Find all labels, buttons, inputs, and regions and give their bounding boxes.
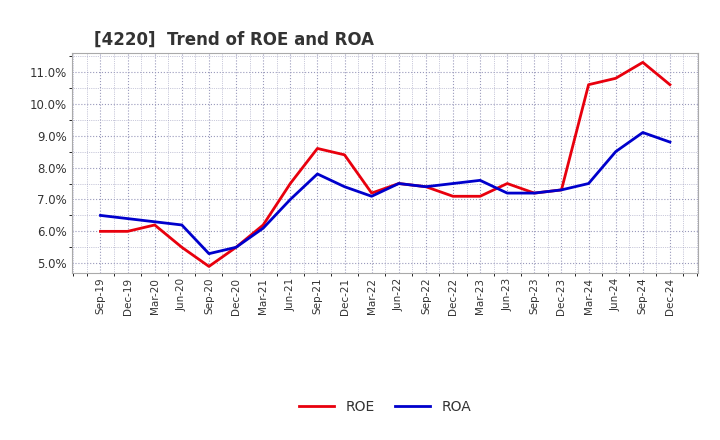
ROA (611, 149, 620, 154)
ROA (476, 178, 485, 183)
ROA (584, 181, 593, 186)
ROE (341, 152, 349, 158)
ROE (530, 191, 539, 196)
ROE (557, 187, 566, 193)
ROA (232, 245, 240, 250)
ROE (503, 181, 511, 186)
ROE (150, 222, 159, 227)
ROE (476, 194, 485, 199)
Line: ROE: ROE (101, 62, 670, 267)
ROA (503, 191, 511, 196)
ROE (178, 245, 186, 250)
ROE (584, 82, 593, 87)
ROA (178, 222, 186, 227)
Line: ROA: ROA (101, 132, 670, 254)
ROA (313, 171, 322, 176)
ROA (367, 194, 376, 199)
ROE (421, 184, 430, 189)
ROE (259, 222, 268, 227)
Legend: ROE, ROA: ROE, ROA (294, 394, 477, 419)
ROE (395, 181, 403, 186)
ROA (449, 181, 457, 186)
ROE (611, 76, 620, 81)
ROE (665, 82, 674, 87)
ROA (341, 184, 349, 189)
ROE (204, 264, 213, 269)
ROA (665, 139, 674, 145)
ROA (530, 191, 539, 196)
ROA (96, 213, 105, 218)
ROA (286, 197, 294, 202)
ROE (232, 245, 240, 250)
ROE (96, 229, 105, 234)
ROA (123, 216, 132, 221)
ROA (259, 226, 268, 231)
ROA (204, 251, 213, 257)
ROE (123, 229, 132, 234)
ROA (557, 187, 566, 193)
ROA (421, 184, 430, 189)
ROA (639, 130, 647, 135)
ROA (150, 219, 159, 224)
ROE (313, 146, 322, 151)
ROE (449, 194, 457, 199)
ROE (367, 191, 376, 196)
ROA (395, 181, 403, 186)
Text: [4220]  Trend of ROE and ROA: [4220] Trend of ROE and ROA (94, 31, 374, 49)
ROE (639, 60, 647, 65)
ROE (286, 181, 294, 186)
